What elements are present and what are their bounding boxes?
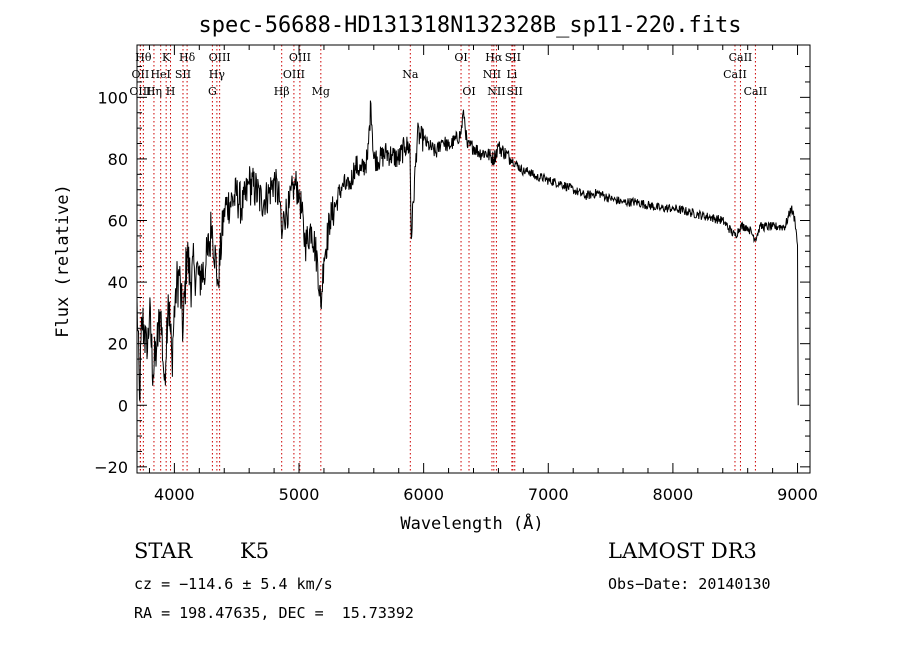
spectrum-line [136, 100, 799, 406]
line-label-20: SII [505, 51, 521, 64]
plot-frame [136, 44, 811, 474]
line-label-19: Hα [485, 51, 503, 64]
line-label-0: Hθ [135, 51, 152, 64]
x-tick-label-6000: 6000 [403, 485, 444, 504]
y-tick-label--20: −20 [94, 458, 128, 477]
line-label-13: OIII [283, 68, 305, 81]
line-label-15: Mg [312, 85, 330, 98]
line-label-23: NII [487, 85, 505, 98]
line-label-8: Hδ [179, 51, 196, 64]
line-label-11: G [208, 85, 217, 98]
observation-date: Obs−Date: 20140130 [608, 575, 771, 593]
x-tick-label-7000: 7000 [528, 485, 569, 504]
x-tick-label-5000: 5000 [279, 485, 320, 504]
redshift-velocity: cz = −114.6 ± 5.4 km/s [134, 575, 333, 593]
object-class: STAR [134, 539, 193, 563]
line-label-4: HeI [150, 68, 170, 81]
line-label-21: NII [483, 68, 501, 81]
emission-line-markers [139, 45, 756, 473]
emission-line-labels: Hθ OII OIII K HeI Hη SII H Hδ OIII Hγ G OIII OIII Hβ Mg… [129, 51, 767, 98]
line-label-18: OI [462, 85, 475, 98]
line-label-5: Hη [146, 85, 162, 98]
x-tick-label-9000: 9000 [777, 485, 818, 504]
line-label-2: OIII [129, 85, 151, 98]
x-axis-label: Wavelength (Å) [400, 512, 543, 534]
line-label-17: OI [454, 51, 467, 64]
line-label-3: K [162, 51, 171, 64]
line-label-9: OIII [209, 51, 231, 64]
plot-border [136, 44, 811, 474]
y-tick-label-0: 0 [118, 396, 128, 415]
line-label-25: CaII [729, 51, 753, 64]
sky-coordinates: RA = 198.47635, DEC = 15.73392 [134, 604, 414, 622]
y-tick-label-100: 100 [97, 88, 128, 107]
chart-title: spec-56688-HD131318N132328B_sp11-220.fit… [198, 13, 741, 38]
line-label-10: Hγ [209, 68, 226, 81]
line-label-26: CaII [723, 68, 747, 81]
line-label-6: SII [175, 68, 191, 81]
line-label-27: CaII [744, 85, 768, 98]
line-label-1: OII [132, 68, 150, 81]
x-tick-label-4000: 4000 [154, 485, 195, 504]
spectral-subclass: K5 [240, 539, 270, 563]
y-tick-label-60: 60 [108, 212, 128, 231]
y-tick-label-40: 40 [108, 273, 128, 292]
line-label-12: OIII [289, 51, 311, 64]
line-label-14: Hβ [274, 85, 290, 98]
spectrum-series [136, 100, 799, 406]
line-label-22: Li [506, 68, 517, 81]
y-tick-label-80: 80 [108, 150, 128, 169]
x-axis-ticks: 4000 5000 6000 7000 8000 9000 [148, 45, 818, 504]
line-label-24: SII [507, 85, 523, 98]
survey-name: LAMOST DR3 [608, 539, 757, 563]
line-label-16: Na [402, 68, 419, 81]
y-axis-ticks: −20 0 20 40 60 80 100 [94, 66, 810, 477]
x-tick-label-8000: 8000 [653, 485, 694, 504]
y-axis-label: Flux (relative) [53, 184, 73, 338]
y-tick-label-20: 20 [108, 335, 128, 354]
line-label-7: H [166, 85, 176, 98]
